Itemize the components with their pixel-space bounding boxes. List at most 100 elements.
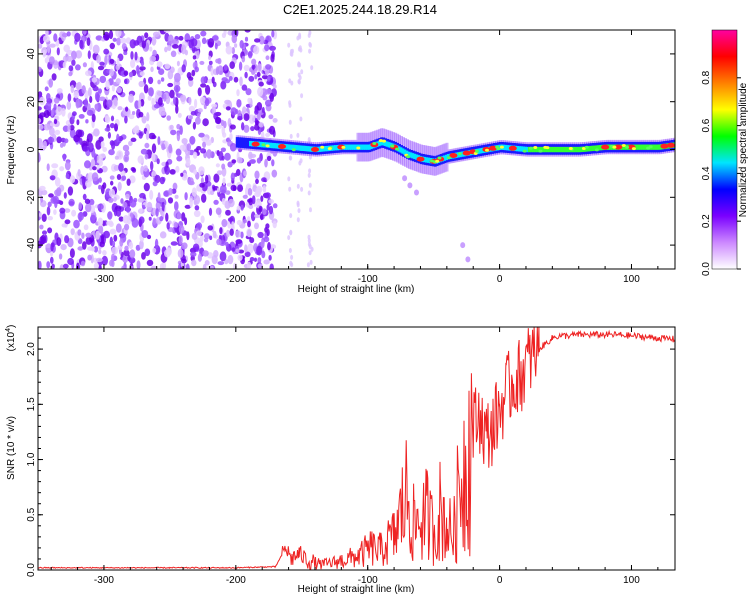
noise-blob	[255, 187, 261, 196]
noise-blob	[84, 98, 88, 108]
noise-blob	[161, 143, 166, 151]
noise-blob	[191, 69, 196, 77]
noise-blob	[185, 157, 191, 167]
noise-blob	[152, 31, 160, 37]
spectrogram-x-label: Height of straight line (km)	[298, 284, 415, 295]
noise-blob	[54, 129, 61, 136]
noise-blob	[81, 232, 85, 239]
noise-streak	[306, 262, 310, 268]
signal-inner	[597, 145, 601, 151]
noise-blob	[85, 119, 89, 124]
noise-blob	[87, 50, 91, 60]
noise-blob	[231, 247, 236, 252]
noise-blob	[76, 262, 80, 269]
signal-accent	[584, 145, 589, 149]
signal-peak	[614, 144, 623, 150]
noise-blob	[124, 115, 128, 124]
noise-blob	[39, 212, 43, 218]
noise-blob	[109, 122, 115, 129]
signal-peak	[311, 147, 319, 152]
noise-blob	[164, 165, 168, 172]
signal-accent	[437, 156, 442, 160]
noise-blob	[126, 215, 132, 225]
noise-blob	[191, 232, 198, 240]
signal-inner	[300, 145, 304, 151]
noise-blob	[254, 109, 259, 115]
noise-blob	[109, 42, 116, 50]
noise-blob	[258, 122, 265, 128]
signal-inner	[640, 144, 644, 150]
noise-blob	[86, 109, 94, 116]
noise-blob	[77, 169, 81, 177]
noise-blob	[65, 173, 70, 179]
noise-blob	[269, 263, 274, 269]
noise-blob	[230, 107, 237, 116]
noise-streak	[288, 248, 292, 253]
signal-inner	[561, 146, 565, 153]
signal-accent	[631, 147, 636, 151]
noise-blob	[117, 106, 123, 111]
signal-inner	[585, 146, 589, 152]
signal-inner	[385, 141, 389, 147]
noise-blob	[156, 61, 163, 68]
noise-blob	[42, 230, 47, 235]
noise-blob	[113, 97, 118, 106]
noise-blob	[108, 30, 114, 40]
noise-blob	[86, 37, 91, 46]
noise-streak	[287, 235, 291, 241]
noise-blob	[140, 148, 148, 155]
noise-blob	[215, 124, 222, 129]
noise-blob	[176, 212, 182, 220]
noise-blob	[263, 259, 270, 265]
spectrogram-y-ticks: -40 -20 0 20 40	[26, 48, 675, 252]
noise-blob	[225, 45, 233, 55]
noise-blob	[211, 76, 215, 84]
noise-blob	[176, 131, 181, 142]
noise-blob	[82, 241, 87, 250]
noise-blob	[145, 130, 150, 141]
noise-blob	[247, 50, 253, 59]
noise-blob	[150, 265, 158, 269]
noise-blob	[66, 55, 73, 62]
noise-blob	[240, 204, 244, 211]
noise-blob	[109, 58, 115, 65]
noise-blob	[157, 192, 161, 202]
snr-series-line	[37, 326, 676, 571]
noise-blob	[98, 249, 102, 255]
noise-blob	[137, 155, 144, 164]
signal-inner	[292, 144, 296, 151]
noise-streak	[300, 93, 304, 99]
noise-blob	[224, 259, 229, 265]
noise-blob	[77, 212, 85, 221]
noise-blob	[199, 96, 206, 104]
signal-inner	[258, 141, 262, 148]
noise-blob	[45, 102, 52, 110]
noise-blob	[249, 237, 255, 244]
noise-blob	[41, 46, 48, 56]
signal-inner	[504, 144, 508, 151]
noise-streak	[310, 65, 314, 71]
noise-blob	[141, 40, 146, 49]
noise-blob	[122, 144, 130, 152]
noise-blob	[60, 244, 67, 251]
noise-blob	[221, 219, 228, 228]
signal-inner	[308, 146, 312, 152]
noise-blob	[215, 207, 222, 215]
noise-blob	[240, 231, 244, 239]
signal-inner	[322, 146, 326, 152]
signal-inner	[361, 144, 365, 150]
x-tick-label: 0	[497, 274, 503, 285]
signal-accent	[356, 146, 361, 150]
noise-blob	[128, 113, 135, 120]
signal-inner	[274, 143, 278, 149]
noise-blob	[88, 87, 92, 97]
noise-blob	[170, 50, 177, 58]
noise-blob	[44, 57, 50, 64]
noise-blob	[244, 36, 249, 42]
noise-blob	[82, 193, 87, 200]
noise-blob	[222, 132, 227, 138]
snr-x-ticks: -300 -200 -100 0 100	[50, 327, 659, 586]
noise-blob	[184, 192, 188, 201]
noise-blob	[247, 229, 252, 238]
signal-inner	[557, 146, 561, 153]
